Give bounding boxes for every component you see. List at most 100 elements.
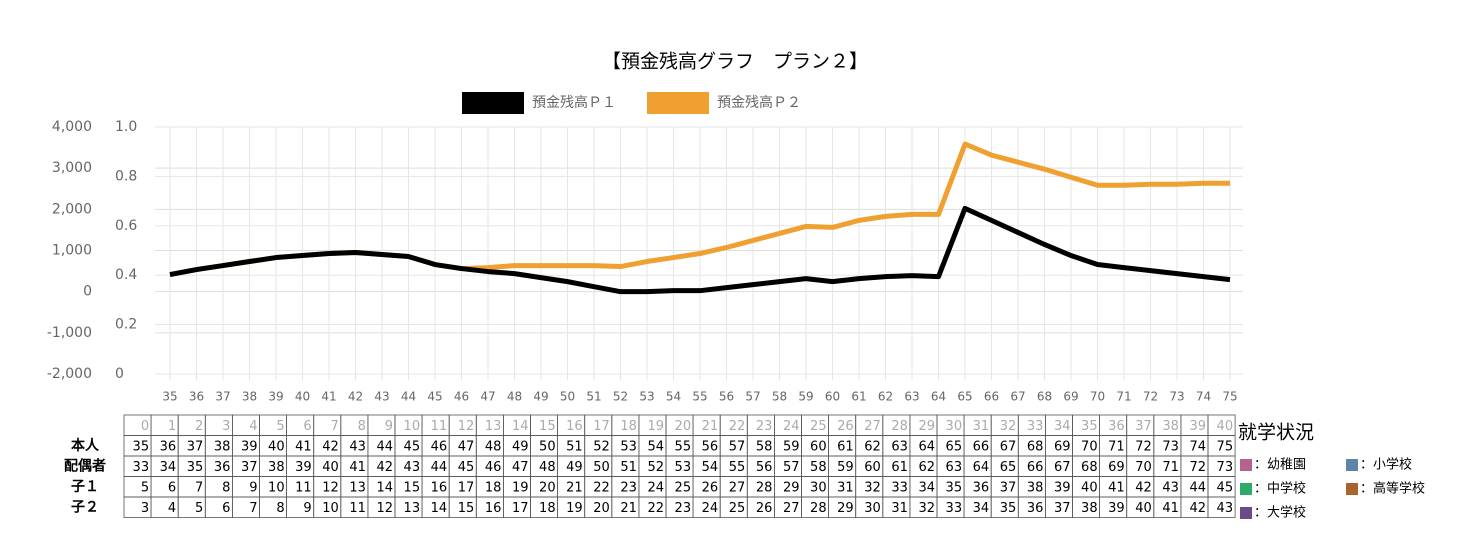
row-label: 子１ <box>71 479 99 495</box>
x-tick-label: 36 <box>189 390 204 404</box>
cell-value: 27 <box>729 480 746 495</box>
cell-value: 72 <box>1189 460 1206 475</box>
cell-value: 40 <box>1135 501 1152 516</box>
cell-value: 12 <box>376 501 393 516</box>
x-tick-label: 57 <box>745 390 760 404</box>
cell-value: 61 <box>891 460 908 475</box>
cell-value: 42 <box>376 460 393 475</box>
x-tick-label: 67 <box>1010 390 1025 404</box>
cell-value: 68 <box>1081 460 1098 475</box>
x-tick-label: 58 <box>772 390 787 404</box>
cell-value: 21 <box>566 480 583 495</box>
cell-value: 15 <box>458 501 475 516</box>
cell-value: 27 <box>783 501 800 516</box>
cell-value: 51 <box>566 439 583 454</box>
cell-value: 64 <box>918 439 935 454</box>
school-swatch <box>1240 459 1252 471</box>
cell-value: 49 <box>566 460 583 475</box>
x-tick-label: 39 <box>268 390 283 404</box>
cell-value: 38 <box>1027 480 1044 495</box>
cell-value: 23 <box>620 480 637 495</box>
x-tick-label: 46 <box>454 390 469 404</box>
cell-value: 59 <box>837 460 854 475</box>
cell-value: 48 <box>539 460 556 475</box>
table-cell <box>1207 496 1236 518</box>
cell-value: 31 <box>973 419 990 434</box>
cell-value: 8 <box>358 419 366 434</box>
cell-value: 11 <box>295 480 312 495</box>
x-tick-label: 49 <box>533 390 548 404</box>
cell-value: 15 <box>404 480 421 495</box>
cell-value: 37 <box>187 439 204 454</box>
cell-value: 31 <box>837 480 854 495</box>
cell-value: 34 <box>973 501 990 516</box>
cell-value: 21 <box>702 419 719 434</box>
cell-value: 28 <box>810 501 827 516</box>
x-tick-label: 55 <box>692 390 707 404</box>
cell-value: 41 <box>1108 480 1125 495</box>
cell-value: 53 <box>620 439 637 454</box>
cell-value: 5 <box>276 419 284 434</box>
cell-value: 1 <box>168 419 176 434</box>
x-tick-label: 62 <box>878 390 893 404</box>
cell-value: 37 <box>1135 419 1152 434</box>
x-tick-label: 69 <box>1063 390 1078 404</box>
x-tick-label: 54 <box>666 390 681 404</box>
cell-value: 52 <box>593 439 610 454</box>
cell-value: 56 <box>756 460 773 475</box>
cell-value: 42 <box>322 439 339 454</box>
x-tick-label: 74 <box>1196 390 1211 404</box>
cell-value: 40 <box>1217 419 1234 434</box>
cell-value: 0 <box>141 419 149 434</box>
cell-value: 39 <box>1054 480 1071 495</box>
cell-value: 41 <box>349 460 366 475</box>
x-tick-label: 64 <box>931 390 946 404</box>
cell-value: 19 <box>647 419 664 434</box>
cell-value: 35 <box>946 480 963 495</box>
x-tick-label: 59 <box>798 390 813 404</box>
cell-value: 10 <box>404 419 421 434</box>
cell-value: 13 <box>349 480 366 495</box>
cell-value: 35 <box>133 439 150 454</box>
x-tick-label: 45 <box>427 390 442 404</box>
cell-value: 50 <box>593 460 610 475</box>
cell-value: 49 <box>512 439 529 454</box>
cell-value: 22 <box>647 501 664 516</box>
cell-value: 12 <box>458 419 475 434</box>
cell-value: 44 <box>1189 480 1206 495</box>
x-tick-label: 73 <box>1169 390 1184 404</box>
cell-value: 7 <box>331 419 339 434</box>
cell-value: 8 <box>276 501 284 516</box>
cell-value: 13 <box>404 501 421 516</box>
cell-value: 32 <box>864 480 881 495</box>
x-tick-label: 35 <box>162 390 177 404</box>
cell-value: 6 <box>303 419 311 434</box>
y-tick-label: 4,000 <box>52 119 92 135</box>
legend-swatch <box>462 92 524 114</box>
cell-value: 67 <box>1000 439 1017 454</box>
cell-value: 7 <box>249 501 257 516</box>
cell-value: 45 <box>404 439 421 454</box>
cell-value: 37 <box>1054 501 1071 516</box>
school-swatch <box>1346 459 1358 471</box>
cell-value: 24 <box>702 501 719 516</box>
cell-value: 20 <box>539 480 556 495</box>
cell-value: 33 <box>946 501 963 516</box>
cell-value: 29 <box>837 501 854 516</box>
school-label: ：中学校 <box>1254 481 1306 497</box>
cell-value: 47 <box>512 460 529 475</box>
x-tick-label: 53 <box>639 390 654 404</box>
cell-value: 39 <box>241 439 258 454</box>
cell-value: 69 <box>1108 460 1125 475</box>
cell-value: 9 <box>303 501 311 516</box>
cell-value: 74 <box>1189 439 1206 454</box>
cell-value: 29 <box>918 419 935 434</box>
cell-value: 33 <box>891 480 908 495</box>
school-legend-title: 就学状況 <box>1238 422 1314 444</box>
cell-value: 24 <box>783 419 800 434</box>
cell-value: 62 <box>918 460 935 475</box>
cell-value: 26 <box>702 480 719 495</box>
cell-value: 40 <box>268 439 285 454</box>
cell-value: 72 <box>1135 439 1152 454</box>
cell-value: 22 <box>593 480 610 495</box>
